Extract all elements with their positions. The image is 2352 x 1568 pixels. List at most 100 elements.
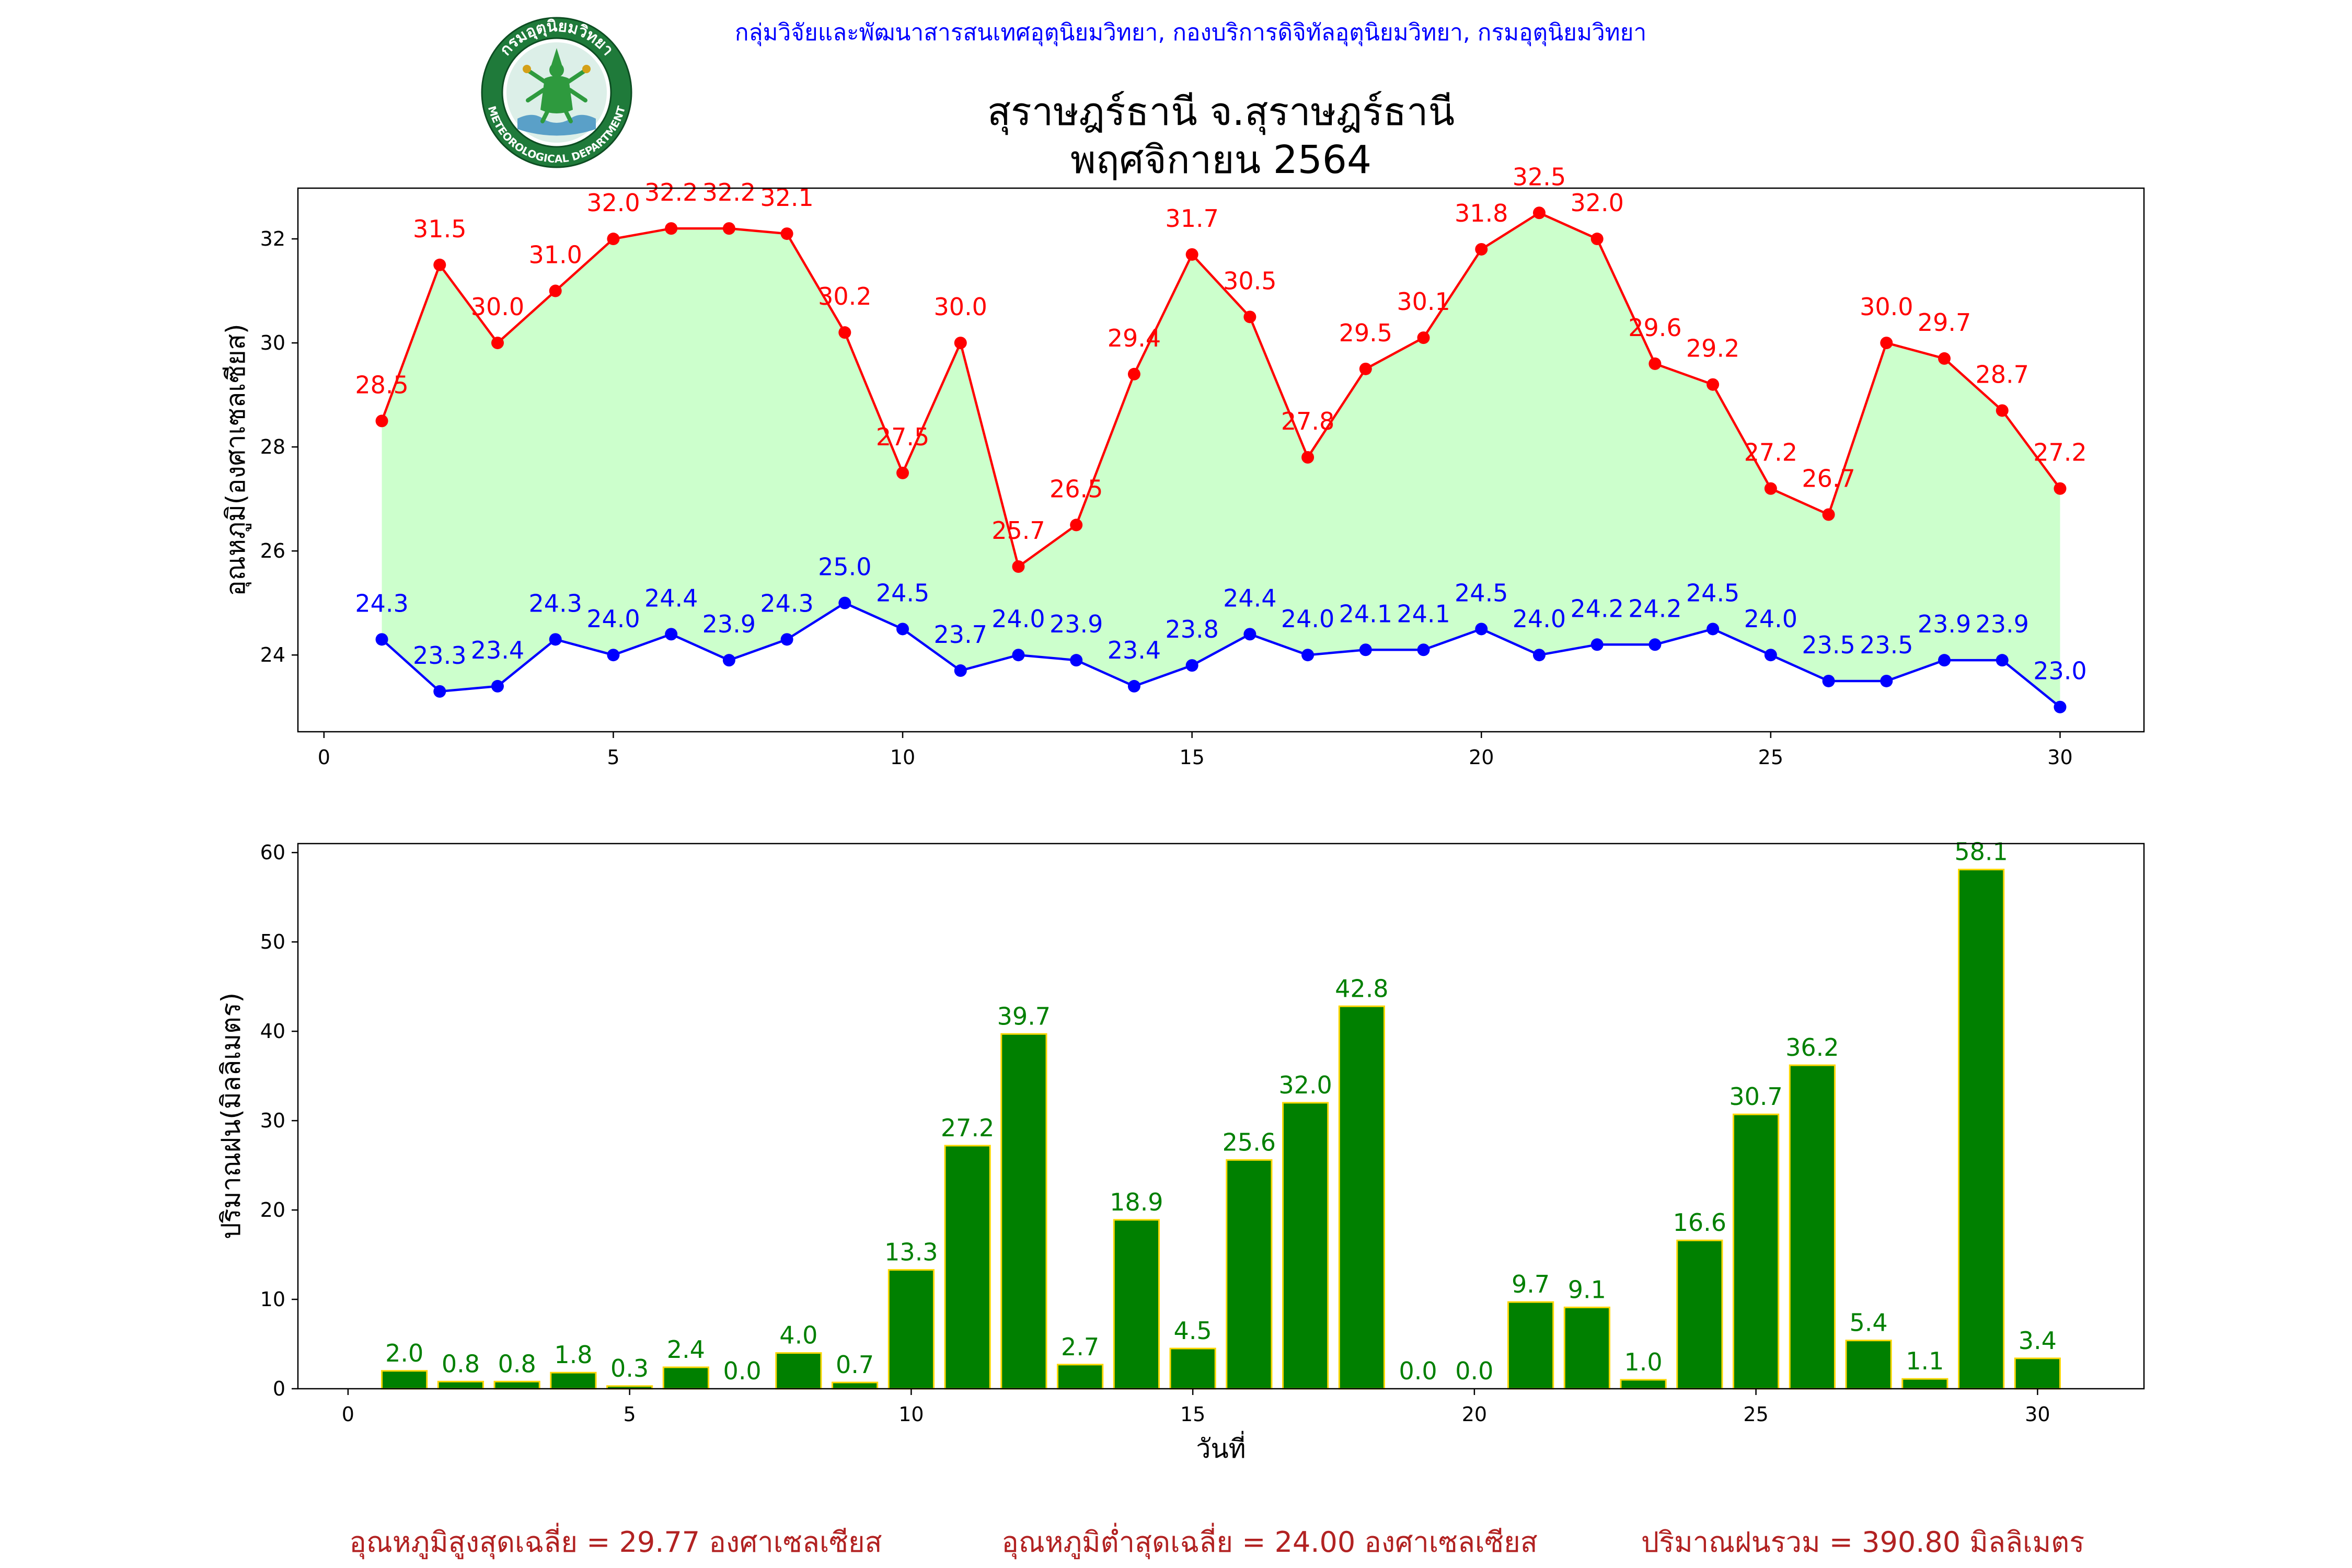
max-temperature-label: 30.5 — [1223, 267, 1276, 295]
rainfall-y-tick-label: 60 — [260, 841, 285, 864]
min-temperature-label: 24.0 — [1744, 605, 1797, 633]
min-temperature-label: 24.1 — [1339, 599, 1392, 628]
max-temperature-label: 31.8 — [1455, 199, 1508, 227]
min-temperature-point — [1532, 649, 1546, 662]
rain-bar — [493, 1380, 540, 1390]
min-temperature-point — [1648, 638, 1662, 651]
rainfall-y-tick-label: 50 — [260, 930, 285, 953]
rain-label: 27.2 — [941, 1114, 994, 1142]
rainfall-x-tick-label: 30 — [2025, 1403, 2050, 1426]
max-temperature-point — [838, 326, 851, 339]
rain-label: 18.9 — [1110, 1188, 1163, 1216]
average-min-temperature: อุณหภูมิต่ำสุดเฉลี่ย = 24.00 องศาเซลเซีย… — [1001, 1526, 1538, 1559]
max-temperature-point — [433, 258, 446, 271]
rain-bar — [662, 1366, 709, 1390]
min-temperature-point — [1475, 622, 1488, 636]
rain-label: 58.1 — [1954, 838, 2008, 866]
max-temperature-point — [1243, 310, 1256, 324]
rain-label: 0.0 — [1455, 1357, 1493, 1385]
min-temperature-point — [607, 649, 620, 662]
rain-label: 1.8 — [554, 1341, 592, 1369]
rain-bar — [437, 1380, 484, 1390]
rain-label: 2.4 — [667, 1335, 705, 1364]
rain-bar — [1226, 1159, 1273, 1390]
min-temperature-label: 24.4 — [1223, 584, 1276, 612]
rain-label: 16.6 — [1673, 1208, 1726, 1237]
max-temperature-label: 27.2 — [2033, 439, 2086, 467]
rain-bar — [775, 1352, 822, 1390]
min-temperature-point — [433, 685, 446, 698]
rainfall-x-tick-label: 10 — [898, 1403, 924, 1426]
rain-label: 42.8 — [1335, 974, 1388, 1002]
temperature-x-tick-label: 0 — [318, 746, 330, 769]
rainfall-axes-frame — [297, 843, 2145, 1390]
max-temperature-label: 31.7 — [1165, 204, 1218, 233]
max-temperature-label: 30.0 — [1860, 293, 1913, 321]
min-temperature-point — [2054, 700, 2067, 713]
rain-bar — [1789, 1064, 1836, 1390]
min-temperature-point — [722, 654, 735, 667]
temperature-x-tick-label: 5 — [607, 746, 619, 769]
min-temperature-label: 23.8 — [1165, 615, 1218, 643]
rain-bar — [944, 1145, 991, 1390]
max-temperature-point — [1880, 337, 1893, 350]
min-temperature-label: 24.0 — [1281, 605, 1334, 633]
min-temperature-label: 24.5 — [876, 579, 929, 607]
rain-label: 30.7 — [1729, 1082, 1782, 1111]
min-temperature-label: 24.3 — [760, 589, 813, 617]
rain-label: 0.0 — [1399, 1357, 1437, 1385]
min-temperature-label: 23.5 — [1802, 631, 1855, 659]
rain-label: 39.7 — [997, 1002, 1051, 1030]
rain-bar — [1507, 1301, 1554, 1390]
rainfall-y-tick-label: 30 — [260, 1109, 285, 1132]
min-temperature-line — [381, 602, 2061, 708]
period-title: พฤศจิกายน 2564 — [1070, 137, 1372, 182]
min-temperature-label: 23.9 — [702, 610, 756, 638]
max-temperature-line — [381, 212, 2061, 568]
max-temperature-point — [1475, 243, 1488, 256]
max-temperature-point — [549, 284, 562, 297]
rainfall-y-tick-label: 0 — [273, 1377, 285, 1400]
rain-label: 9.1 — [1568, 1275, 1606, 1304]
rainfall-x-tick-label: 15 — [1180, 1403, 1205, 1426]
max-temperature-point — [491, 337, 504, 350]
min-temperature-point — [1359, 643, 1372, 656]
max-temperature-label: 30.0 — [934, 293, 987, 321]
min-temperature-point — [896, 622, 909, 636]
rain-label: 13.3 — [884, 1238, 938, 1266]
temperature-y-tick-label: 24 — [260, 643, 285, 666]
min-temperature-point — [1590, 638, 1604, 651]
rain-bar — [1169, 1347, 1216, 1390]
rain-bar — [1000, 1033, 1047, 1390]
max-temperature-label: 28.7 — [1976, 360, 2029, 388]
rain-bar — [1901, 1378, 1949, 1390]
rain-bar — [1845, 1340, 1892, 1390]
min-temperature-label: 23.0 — [2033, 657, 2086, 685]
max-temperature-point — [896, 466, 909, 479]
max-temperature-label: 29.6 — [1628, 314, 1681, 342]
max-temperature-point — [607, 233, 620, 246]
max-temperature-label: 29.5 — [1339, 319, 1392, 347]
rain-label: 0.7 — [836, 1351, 874, 1379]
min-temperature-label: 23.9 — [1918, 610, 1971, 638]
min-temperature-label: 24.2 — [1628, 594, 1681, 622]
max-temperature-point — [1012, 560, 1025, 573]
temperature-y-tick-label: 28 — [260, 435, 285, 458]
min-temperature-label: 24.0 — [586, 605, 640, 633]
min-temperature-point — [1880, 674, 1893, 687]
rain-label: 3.4 — [2019, 1327, 2057, 1355]
max-temperature-label: 32.0 — [586, 189, 640, 217]
max-temperature-label: 27.5 — [876, 423, 929, 451]
rain-label: 2.7 — [1061, 1333, 1099, 1361]
rain-label: 9.7 — [1512, 1270, 1550, 1298]
temperature-x-tick-label: 10 — [890, 746, 915, 769]
min-temperature-point — [1243, 628, 1256, 641]
temperature-y-tick-label: 30 — [260, 331, 285, 354]
rain-label: 4.0 — [779, 1321, 817, 1350]
max-temperature-label: 25.7 — [991, 516, 1045, 545]
min-temperature-point — [1070, 654, 1083, 667]
min-temperature-point — [1127, 679, 1140, 693]
temperature-y-tick-label: 26 — [260, 539, 285, 562]
max-temperature-point — [722, 222, 735, 235]
temperature-y-tick-label: 32 — [260, 227, 285, 250]
